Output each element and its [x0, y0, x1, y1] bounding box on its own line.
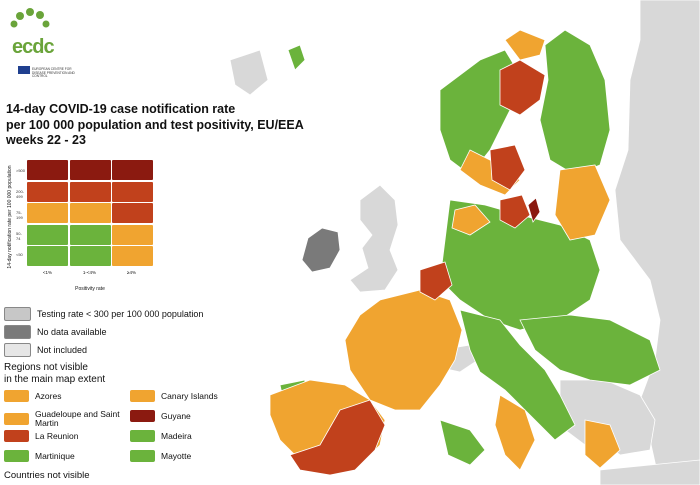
matrix-cell — [112, 181, 153, 202]
matrix-y-tick: 75-199 — [16, 210, 23, 220]
region-label: Martinique — [35, 450, 75, 461]
region-label: Guadeloupe and Saint Martin — [35, 409, 120, 428]
legend-not-included: Not included — [4, 343, 87, 357]
countries-not-visible-label: Countries not visible — [4, 470, 90, 481]
matrix-cell — [27, 246, 68, 266]
matrix-cell — [112, 160, 153, 180]
swatch-testing-rate — [4, 307, 31, 321]
matrix-cell — [27, 203, 68, 223]
region-swatch — [4, 390, 29, 402]
region-label: Guyane — [161, 410, 191, 421]
legend-testing-rate: Testing rate < 300 per 100 000 populatio… — [4, 307, 203, 321]
matrix-x-axis-label: Positivity rate — [75, 286, 105, 292]
legend-no-data-label: No data available — [37, 327, 107, 337]
logo-subtext: EUROPEAN CENTRE FOR DISEASE PREVENTION A… — [32, 67, 75, 79]
matrix-x-tick: ≥4% — [127, 270, 136, 275]
matrix-y-tick: >500 — [16, 168, 26, 173]
legend-matrix — [27, 160, 153, 268]
regions-heading-line-2: in the main map extent — [4, 374, 106, 385]
map-title: 14-day COVID-19 case notification rate p… — [6, 102, 336, 149]
red-regions — [289, 59, 546, 476]
region-swatch — [4, 430, 29, 442]
region-label: La Reunion — [35, 430, 79, 441]
matrix-cell — [27, 160, 68, 180]
region-legend-item: La Reunion — [4, 430, 78, 442]
region-legend-item: Madeira — [130, 430, 192, 442]
regions-heading-line-1: Regions not visible — [4, 362, 88, 373]
matrix-x-tick: 1-<4% — [82, 270, 97, 275]
region-swatch — [130, 390, 155, 402]
title-line-3: weeks 22 - 23 — [6, 133, 86, 147]
legend-not-included-label: Not included — [37, 345, 88, 355]
matrix-cell — [112, 203, 153, 223]
swatch-no-data — [4, 325, 31, 339]
region-legend-item: Guadeloupe and Saint Martin — [4, 410, 125, 428]
region-label: Canary Islands — [161, 390, 218, 401]
logo-text: ecdc — [12, 36, 55, 58]
matrix-cell — [69, 246, 111, 266]
title-line-2: per 100 000 population and test positivi… — [6, 117, 304, 132]
ecdc-logo: ecdc EUROPEAN CENTRE FOR DISEASE PREVENT… — [6, 6, 76, 78]
region-swatch — [130, 410, 155, 422]
legend-no-data: No data available — [4, 325, 107, 339]
dark-red-region — [527, 197, 541, 223]
regions-not-visible-heading: Regions not visible in the main map exte… — [4, 362, 234, 386]
matrix-cell — [27, 224, 68, 245]
legend-testing-rate-label: Testing rate < 300 per 100 000 populatio… — [37, 309, 204, 319]
matrix-x-tick: <1% — [42, 270, 53, 275]
not-included-areas — [229, 0, 700, 485]
region-legend-item: Martinique — [4, 450, 75, 462]
matrix-cell — [112, 246, 153, 266]
ecdc-emblem-icon — [10, 8, 50, 74]
ireland-region — [301, 227, 341, 273]
region-label: Azores — [35, 390, 62, 401]
matrix-y-tick: 200-499 — [16, 189, 25, 199]
region-legend-item: Mayotte — [130, 450, 191, 462]
matrix-y-axis-label: 14-day notification rate per 100 000 pop… — [7, 165, 13, 269]
matrix-cell — [112, 224, 153, 245]
region-legend-item: Guyane — [130, 410, 191, 422]
region-label: Mayotte — [161, 450, 192, 461]
swatch-not-included — [4, 343, 31, 357]
region-label: Madeira — [161, 430, 192, 441]
matrix-cell — [69, 224, 111, 245]
matrix-cell — [69, 203, 111, 223]
region-swatch — [4, 413, 29, 425]
matrix-cell — [69, 181, 111, 202]
region-swatch — [130, 430, 155, 442]
region-legend-item: Canary Islands — [130, 390, 218, 402]
title-line-1: 14-day COVID-19 case notification rate — [6, 102, 236, 116]
matrix-y-tick: 50-74 — [16, 231, 22, 241]
matrix-y-tick: <50 — [16, 252, 23, 257]
region-legend-item: Azores — [4, 390, 61, 402]
region-swatch — [130, 450, 155, 462]
matrix-cell — [69, 160, 111, 180]
matrix-cell — [27, 181, 68, 202]
region-swatch — [4, 450, 29, 462]
